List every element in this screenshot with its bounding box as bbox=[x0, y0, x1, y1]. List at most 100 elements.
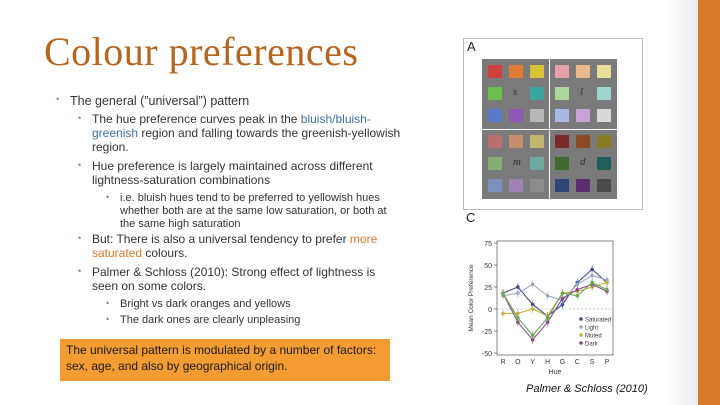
color-swatch bbox=[509, 109, 523, 122]
x-tick-label: P bbox=[605, 359, 610, 366]
x-tick-label: G bbox=[560, 359, 565, 366]
legend-marker bbox=[579, 317, 583, 321]
bullet-dot-icon: • bbox=[78, 233, 82, 244]
data-point bbox=[530, 282, 535, 287]
citation: Palmer & Schloss (2010) bbox=[526, 383, 648, 395]
bullet-dot-icon: • bbox=[106, 298, 110, 309]
y-tick-label: 75 bbox=[484, 241, 492, 248]
bullet-level-3: • i.e. bluish hues tend to be preferred t… bbox=[106, 192, 387, 230]
legend-label: Dark bbox=[585, 342, 599, 348]
color-swatch bbox=[576, 65, 590, 78]
data-point bbox=[560, 291, 565, 295]
y-tick-label: 50 bbox=[484, 263, 492, 270]
bullet-level-2: • But: There is also a universal tendency… bbox=[78, 232, 378, 261]
color-swatch bbox=[488, 135, 502, 148]
color-swatch bbox=[488, 157, 502, 170]
color-swatch bbox=[509, 65, 523, 78]
data-point bbox=[605, 287, 609, 292]
bullet-dot-icon: • bbox=[56, 94, 60, 104]
data-point bbox=[575, 287, 580, 292]
data-point bbox=[545, 320, 550, 324]
color-swatch bbox=[530, 87, 544, 100]
color-swatch bbox=[576, 135, 590, 148]
data-point bbox=[575, 282, 580, 287]
data-point bbox=[545, 316, 550, 320]
legend-label: Light bbox=[585, 326, 598, 332]
quadrant-symbol: d bbox=[580, 156, 586, 168]
data-point bbox=[590, 267, 594, 272]
bullet-dot-icon: • bbox=[78, 265, 82, 276]
bullet-dot-icon: • bbox=[78, 113, 82, 124]
bullet-list: • The general (”universal”) pattern • The … bbox=[56, 94, 401, 330]
x-tick-label: H bbox=[545, 359, 550, 366]
data-point bbox=[516, 320, 520, 324]
x-tick-label: S bbox=[590, 359, 595, 366]
series-line bbox=[502, 281, 608, 337]
x-axis-label: Hue bbox=[549, 369, 562, 376]
data-point bbox=[590, 280, 594, 285]
y-tick-label: 25 bbox=[484, 285, 492, 292]
figure-panel-a: A s l m d bbox=[463, 38, 643, 210]
color-swatch bbox=[555, 135, 569, 148]
data-point bbox=[605, 280, 609, 285]
accent-shadow bbox=[665, 0, 698, 405]
bullet-level-3: • Bright vs dark oranges and yellows bbox=[106, 298, 291, 311]
data-point bbox=[575, 294, 580, 298]
color-swatch bbox=[488, 65, 502, 78]
color-swatch bbox=[530, 135, 544, 148]
data-point bbox=[516, 311, 520, 316]
y-tick-label: 0 bbox=[488, 307, 492, 314]
x-tick-label: C bbox=[575, 359, 580, 366]
bullet-level-2: • The hue preference curves peak in the b… bbox=[78, 112, 401, 154]
color-swatch bbox=[488, 179, 502, 192]
highlight-bluish: bluish/bluish-greenish bbox=[92, 112, 371, 141]
legend-marker bbox=[579, 333, 583, 337]
color-swatch bbox=[530, 179, 544, 192]
data-point bbox=[501, 291, 505, 295]
data-point bbox=[545, 294, 550, 298]
x-tick-label: Y bbox=[530, 359, 535, 366]
data-point bbox=[590, 273, 594, 278]
color-swatch bbox=[488, 87, 502, 100]
color-swatch bbox=[530, 157, 544, 170]
series-line bbox=[502, 274, 608, 301]
color-swatch bbox=[597, 135, 611, 148]
color-swatch bbox=[597, 87, 611, 100]
panel-label-c: C bbox=[466, 210, 476, 225]
callout-box: The universal pattern is modulated by a … bbox=[60, 339, 390, 381]
legend-marker bbox=[579, 341, 583, 345]
data-point bbox=[560, 302, 565, 307]
data-point bbox=[530, 338, 535, 342]
panel-label-a: A bbox=[467, 39, 476, 54]
plot-frame bbox=[496, 240, 614, 356]
y-tick-label: -25 bbox=[482, 329, 492, 336]
color-swatch bbox=[488, 109, 502, 122]
quadrant-symbol: l bbox=[580, 86, 584, 98]
bullet-level-2: • Hue preference is largely maintained ac… bbox=[78, 158, 373, 187]
highlight-more: more bbox=[349, 232, 378, 247]
color-swatch bbox=[597, 179, 611, 192]
quadrant-symbol: s bbox=[513, 86, 518, 98]
color-swatch bbox=[555, 65, 569, 78]
x-tick-label: R bbox=[500, 359, 505, 366]
color-swatch bbox=[576, 109, 590, 122]
color-swatch bbox=[530, 65, 544, 78]
bullet-level-2: • Palmer & Schloss (2010): Strong effect … bbox=[78, 264, 376, 293]
color-swatch bbox=[555, 87, 569, 100]
bullet-dot-icon: • bbox=[106, 192, 110, 203]
color-swatch bbox=[555, 179, 569, 192]
color-swatch bbox=[597, 109, 611, 122]
legend-label: Muted bbox=[585, 334, 602, 340]
data-point bbox=[501, 311, 505, 316]
color-swatch bbox=[555, 109, 569, 122]
data-point bbox=[516, 316, 520, 320]
color-swatch bbox=[509, 179, 523, 192]
slide-title: Colour preferences bbox=[44, 29, 359, 74]
color-swatch bbox=[597, 157, 611, 170]
color-swatch bbox=[509, 135, 523, 148]
legend-marker bbox=[579, 325, 583, 329]
data-point bbox=[560, 296, 565, 301]
accent-bar bbox=[698, 0, 720, 405]
y-tick-label: -50 bbox=[482, 351, 492, 358]
y-axis-label: Mean Color Preference bbox=[468, 264, 475, 332]
